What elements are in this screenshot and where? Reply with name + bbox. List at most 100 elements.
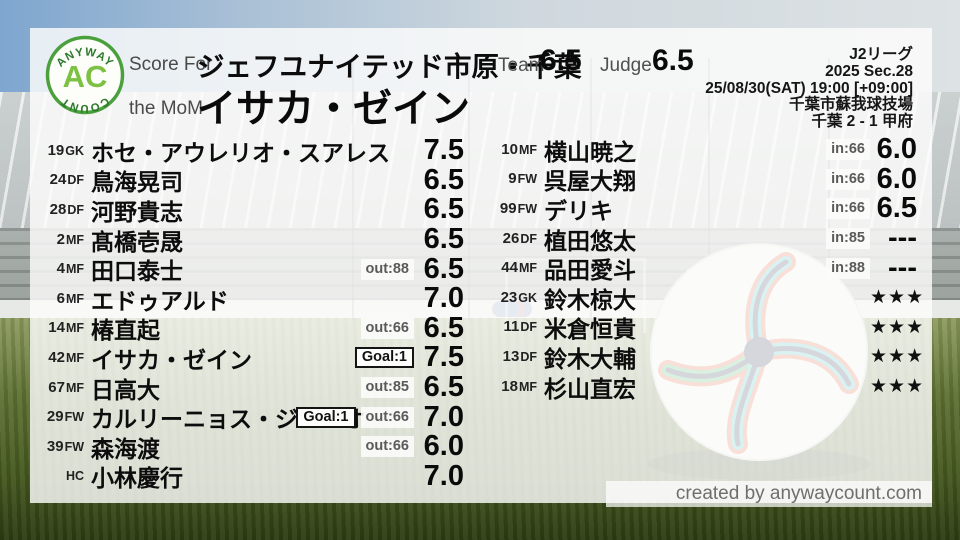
player-number: 4 [56,260,65,278]
player-name: イサカ・ゼイン [91,346,252,373]
team-score-label: Team [498,55,545,76]
player-rating: 7.5 [423,341,464,374]
player-row: 13DF 鈴木大輔 ★★★ [493,342,925,372]
player-number-position: 6MF [40,290,84,308]
player-number-position: 4MF [40,260,84,278]
starters-column: 19GK ホセ・アウレリオ・スアレス 7.5 24DF 鳥海晃司 6.5 28D… [40,134,464,492]
sub-badge: out:66 [360,406,414,428]
player-position: FW [517,201,537,216]
player-number-position: 23GK [493,289,537,307]
sub-badge: out:88 [360,258,414,280]
player-position: FW [64,410,84,425]
player-row: 99FW デリキ in:66 6.5 [493,192,917,224]
player-position: DF [520,349,537,364]
player-name: 髙橋壱晟 [91,228,183,255]
player-rating: ★★★ [870,316,925,338]
player-row: 44MF 品田愛斗 in:88 --- [493,251,917,284]
player-position: MF [65,232,84,247]
player-rating: 6.5 [423,193,464,226]
player-number-position: 13DF [493,348,537,366]
league-name: J2リーグ [849,46,913,63]
player-row: 23GK 鈴木椋大 ★★★ [493,283,924,313]
mom-name: イサカ・ゼイン [197,88,471,131]
player-rating: 7.5 [423,134,464,167]
player-name: 森海渡 [91,435,160,462]
player-number: 6 [56,289,65,307]
player-number-position: 10MF [493,141,537,159]
match-result: 千葉 2 - 1 甲府 [811,113,913,131]
player-position: DF [67,202,84,217]
player-row: 42MF イサカ・ゼイン Goal:1 7.5 [40,341,464,374]
player-name: 米倉恒貴 [544,316,636,343]
player-number: 67 [48,378,65,396]
player-name: 鳥海晃司 [91,169,183,196]
player-row: 2MF 髙橋壱晟 6.5 [40,223,464,255]
player-number: 18 [501,377,518,395]
player-name: 植田悠太 [544,227,636,254]
player-name: 杉山直宏 [544,375,636,402]
player-position: MF [65,380,84,395]
player-position: HC [65,469,84,484]
credit-text: created by anywaycount.com [606,481,932,507]
player-row: 10MF 横山暁之 in:66 6.0 [493,133,917,165]
player-number: 13 [502,347,520,365]
logo-arc-bottom: COUNT [59,95,110,115]
team-name: ジェフユナイテッド市原・千葉 [197,51,582,82]
player-row: 26DF 植田悠太 in:85 --- [493,222,917,254]
player-row: 28DF 河野貴志 6.5 [40,193,464,226]
team-score-value: 6.5 [540,44,582,77]
player-number: 14 [48,319,65,337]
mom-label: the MoM [129,98,203,119]
player-rating: 6.5 [423,163,464,196]
anywaycount-logo: ANYWAY COUNT AC [45,35,125,115]
player-number: 11 [503,318,520,336]
player-number: 29 [46,408,64,426]
player-number: 10 [501,140,518,158]
player-row: 9FW 呉屋大翔 in:66 6.0 [493,162,917,195]
svg-text:COUNT: COUNT [59,95,111,115]
sub-badge: out:66 [360,317,414,339]
player-position: DF [520,231,537,246]
player-position: MF [65,350,84,365]
player-number: 99 [499,199,517,217]
player-position: FW [64,439,84,454]
score-for-label: Score For [129,54,213,75]
sub-badge: out:66 [360,436,414,458]
sub-badge: in:66 [826,198,870,220]
player-number-position: 24DF [40,171,84,189]
player-row: 19GK ホセ・アウレリオ・スアレス 7.5 [40,134,464,167]
player-rating: 6.5 [423,371,464,404]
player-number-position: 9FW [493,170,537,188]
match-datetime: 25/08/30(SAT) 19:00 [+09:00] [705,79,913,97]
player-number: 23 [500,288,518,306]
judge-score-label: Judge [600,55,652,76]
match-info-block: J2リーグ 2025 Sec.28 25/08/30(SAT) 19:00 [+… [705,46,913,131]
player-name: デリキ [544,197,613,224]
white-overlay-panel [30,28,932,503]
player-number-position: 11DF [493,318,537,336]
bench-column: 10MF 横山暁之 in:66 6.0 9FW 呉屋大翔 in:66 6.0 9… [493,133,925,402]
player-rating: --- [888,251,917,284]
player-number-position: 18MF [493,378,537,396]
player-row: 67MF 日高大 out:85 6.5 [40,371,464,404]
player-rating: 7.0 [423,459,464,492]
player-row: HC 小林慶行 7.0 [40,459,464,492]
sub-badge: in:66 [826,139,870,161]
player-name: 横山暁之 [544,138,636,165]
player-rating: ★★★ [870,346,925,368]
player-number-position: 99FW [493,200,537,218]
player-position: MF [518,261,537,276]
player-number: 39 [46,437,64,455]
sub-badge: in:88 [826,257,870,279]
player-row: 18MF 杉山直宏 ★★★ [493,372,923,402]
player-number: 24 [49,171,67,189]
player-row: 6MF エドゥアルド 7.0 [40,282,464,314]
player-position: MF [65,262,84,277]
player-number-position: 29FW [40,408,84,426]
player-number: 42 [48,348,65,366]
logo-monogram: AC [63,59,108,94]
player-position: FW [517,172,537,187]
player-row: 29FW カルリーニョス・ジュニオ Goal:1 out:66 7.0 [40,401,464,433]
sub-badge: in:85 [826,228,870,250]
player-rating: 6.0 [876,162,917,195]
